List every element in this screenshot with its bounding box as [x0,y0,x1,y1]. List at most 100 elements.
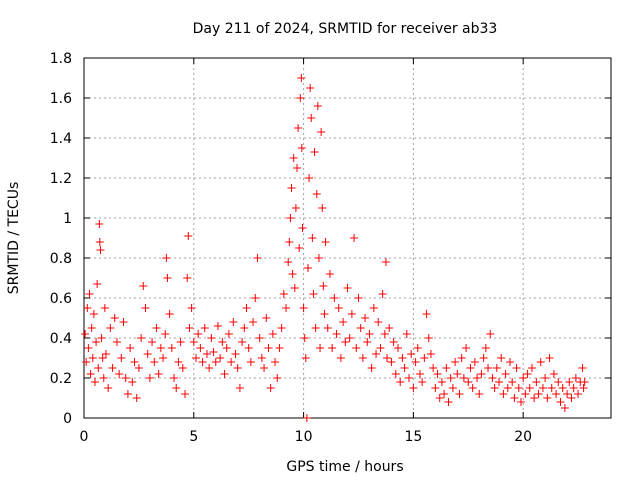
data-point [211,358,220,366]
data-point [448,384,457,392]
data-point [279,290,288,298]
data-point [99,374,108,382]
data-point [345,334,354,342]
data-point [194,330,203,338]
data-point [84,344,93,352]
data-point [415,370,424,378]
data-point [231,350,240,358]
data-point [255,334,264,342]
data-point [312,190,321,198]
data-point [150,358,159,366]
data-point [547,384,556,392]
data-point [317,128,326,136]
data-point [350,234,359,242]
data-point [514,384,523,392]
data-point [334,304,343,312]
data-point [462,344,471,352]
data-point [558,384,567,392]
data-point [292,164,301,172]
data-point [579,384,588,392]
data-point [98,354,107,362]
data-point [521,390,530,398]
data-point [132,394,141,402]
data-point [159,354,168,362]
data-point [198,358,207,366]
data-point [97,334,106,342]
data-point [429,364,438,372]
data-point [161,330,170,338]
data-point [516,398,525,406]
data-point [426,350,435,358]
data-point [309,290,318,298]
data-point [394,344,403,352]
data-point [505,358,514,366]
data-point [532,378,541,386]
y-tick-label: 1.2 [50,171,72,187]
data-point [499,390,508,398]
data-point [240,324,249,332]
data-point [165,310,174,318]
data-point [176,338,185,346]
data-point [273,374,282,382]
data-point [352,344,361,352]
data-point [289,154,298,162]
data-point [172,384,181,392]
data-point [152,324,161,332]
data-point [262,314,271,322]
data-point [372,350,381,358]
data-point [481,344,490,352]
data-point [187,304,196,312]
data-point [508,378,517,386]
data-point [253,254,262,262]
data-point [257,354,266,362]
data-point [519,374,528,382]
data-point [89,310,98,318]
data-point [86,370,95,378]
data-point [275,344,284,352]
data-point [220,370,229,378]
data-point [174,358,183,366]
data-point [189,338,198,346]
data-point [96,246,105,254]
data-point [459,374,468,382]
data-point [287,184,296,192]
data-point [323,324,332,332]
data-point [302,414,311,422]
y-tick-label: 0.4 [50,331,72,347]
data-point [376,344,385,352]
data-point [341,338,350,346]
data-point [374,318,383,326]
data-point [121,374,130,382]
x-tick-label: 10 [295,429,313,445]
data-point [81,330,90,338]
data-point [238,338,247,346]
data-point [510,394,519,402]
data-point [82,358,91,366]
data-point [314,254,323,262]
data-point [473,374,482,382]
data-point [385,324,394,332]
data-point [295,244,304,252]
data-point [85,290,94,298]
data-point [92,338,101,346]
data-point [477,370,486,378]
data-point [387,358,396,366]
data-point [435,394,444,402]
y-tick-label: 1 [63,211,72,227]
data-point [492,364,501,372]
data-point [242,304,251,312]
data-point [156,344,165,352]
data-point [100,304,109,312]
data-point [266,384,275,392]
data-point [404,374,413,382]
data-point [490,384,499,392]
data-point [501,370,510,378]
data-point [141,304,150,312]
data-point [95,220,104,228]
data-point [207,334,216,342]
data-point [574,390,583,398]
data-point [143,350,152,358]
y-tick-label: 1.8 [50,51,72,67]
data-point [310,148,319,156]
data-point [282,304,291,312]
